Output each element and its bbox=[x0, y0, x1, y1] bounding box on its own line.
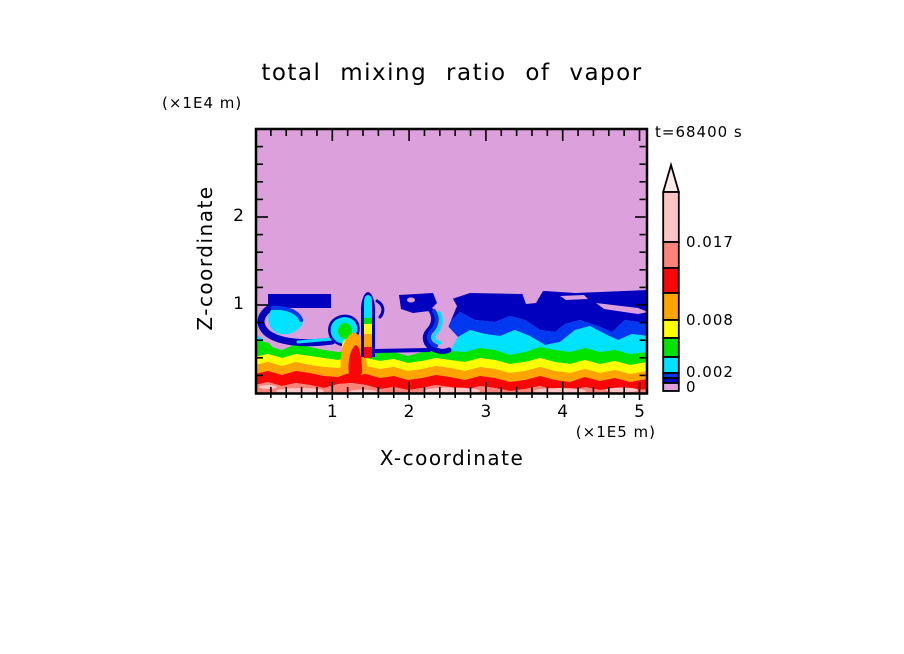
chart-title: total mixing ratio of vapor bbox=[261, 60, 643, 86]
contour-hook-strip-blue bbox=[271, 305, 303, 322]
contour-band-blue-deck bbox=[447, 312, 647, 345]
colorbar-segment-orange bbox=[662, 292, 680, 321]
contour-filament-navy bbox=[374, 348, 431, 353]
contour-snake-navy bbox=[422, 306, 452, 354]
contour-thermal-core-green bbox=[338, 323, 352, 339]
colorbar-segment-green bbox=[662, 337, 680, 358]
colorbar-tick-label: 0.008 bbox=[686, 311, 734, 329]
contour-notch-plum bbox=[522, 291, 543, 304]
y-axis-unit-label: (×1E4 m) bbox=[162, 94, 243, 112]
colorbar-segment-yellow bbox=[662, 319, 680, 339]
colorbar-segment-plum bbox=[662, 382, 680, 392]
contour-plume-yellow bbox=[364, 324, 372, 335]
contour-field bbox=[256, 129, 647, 394]
x-axis-title: X-coordinate bbox=[379, 446, 525, 470]
x-tick-label: 2 bbox=[403, 402, 415, 422]
contour-plume-green bbox=[364, 318, 372, 325]
contour-plume-red bbox=[364, 347, 372, 358]
contour-snake-cyan bbox=[431, 311, 443, 345]
contour-snake-blue bbox=[426, 309, 439, 348]
contour-snake-head-navy bbox=[399, 293, 437, 313]
contour-patch-pink bbox=[259, 385, 277, 389]
y-tick-label: 2 bbox=[233, 206, 244, 226]
plot-frame bbox=[254, 127, 649, 395]
contour-hook-curl-navy bbox=[257, 303, 336, 347]
contour-patch-pink bbox=[606, 387, 638, 393]
contour-plume-orange bbox=[364, 334, 372, 348]
colorbar bbox=[662, 161, 680, 392]
colorbar-segment-cyan bbox=[662, 356, 680, 374]
contour-curl-navy bbox=[375, 299, 385, 319]
colorbar-tick-label: 0 bbox=[686, 378, 697, 396]
contour-band-cyan-deck bbox=[450, 326, 647, 355]
time-annotation: t=68400 s bbox=[655, 123, 743, 141]
contour-hook-tail-cyan bbox=[296, 337, 335, 344]
x-tick-label: 3 bbox=[480, 402, 492, 422]
axis-ticks bbox=[257, 130, 646, 400]
contour-snake-notch-plum bbox=[407, 297, 415, 303]
colorbar-segment-salmon bbox=[662, 241, 680, 269]
contour-sliver-plum bbox=[596, 303, 647, 314]
contour-sliver-plum bbox=[560, 295, 588, 300]
x-axis-unit-label: (×1E5 m) bbox=[575, 423, 656, 441]
colorbar-tick-label: 0.002 bbox=[686, 363, 734, 381]
contour-band-navy-deck bbox=[447, 290, 647, 332]
contour-leftedge-green bbox=[256, 340, 274, 353]
y-tick-label: 1 bbox=[233, 294, 244, 314]
colorbar-segment-pink bbox=[662, 191, 680, 243]
x-tick-label: 1 bbox=[326, 402, 338, 422]
contour-hook-bar-navy bbox=[268, 294, 331, 308]
contour-plume-tip-cyan bbox=[364, 295, 372, 320]
contour-band-green bbox=[256, 344, 647, 365]
contour-hook-fill-cyan bbox=[268, 308, 303, 335]
contour-tongue-red bbox=[348, 345, 362, 378]
x-tick-label: 5 bbox=[634, 402, 645, 422]
colorbar-overflow-arrow bbox=[662, 161, 680, 193]
colorbar-segment-red bbox=[662, 267, 680, 294]
x-tick-label: 4 bbox=[557, 402, 569, 422]
colorbar-tick-label: 0.017 bbox=[686, 233, 734, 251]
